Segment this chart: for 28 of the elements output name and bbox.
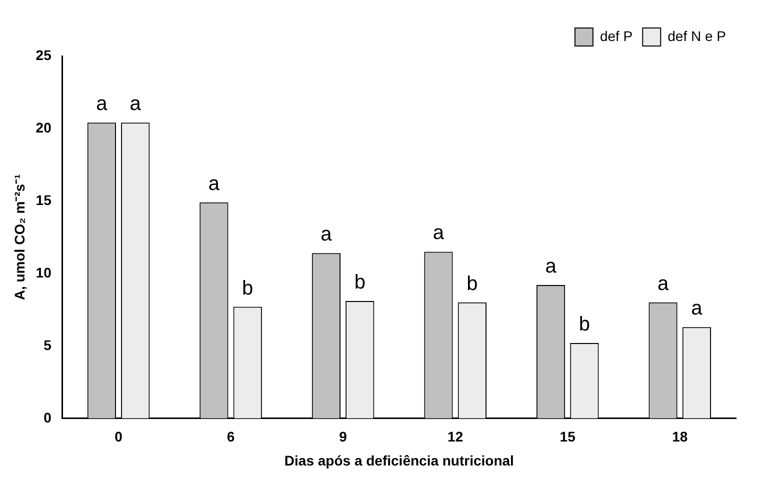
x-tick-label: 0 xyxy=(114,428,123,445)
data-label: a xyxy=(96,93,108,116)
data-label: a xyxy=(432,222,445,244)
x-tick-label: 12 xyxy=(448,428,464,445)
data-label: b xyxy=(242,277,254,300)
y-tick-label: 15 xyxy=(36,192,52,208)
legend-label: def N e P xyxy=(668,28,726,44)
data-label: a xyxy=(208,172,220,195)
x-tick-label: 9 xyxy=(339,428,348,445)
legend-label: def P xyxy=(600,28,633,44)
data-label: b xyxy=(466,272,478,295)
x-tick-label: 18 xyxy=(672,428,688,445)
data-label: a xyxy=(657,272,670,295)
data-label: a xyxy=(320,224,333,246)
x-tick-label: 6 xyxy=(226,428,235,445)
data-label: b xyxy=(578,314,590,336)
y-tick-label: 10 xyxy=(36,264,52,280)
y-tick-label: 25 xyxy=(36,46,52,63)
data-label: a xyxy=(130,93,142,116)
y-tick-label: 5 xyxy=(44,336,52,353)
x-axis-title: Dias após a deficiência nutricional xyxy=(284,452,514,468)
y-tick-label: 0 xyxy=(44,409,52,426)
data-label: a xyxy=(545,256,558,278)
y-tick-label: 20 xyxy=(36,119,52,136)
data-label: a xyxy=(691,298,704,320)
x-tick-label: 15 xyxy=(560,428,576,445)
data-label: b xyxy=(354,272,366,294)
y-axis-title: A, umol CO₂ m⁻²s⁻¹ xyxy=(11,174,28,300)
